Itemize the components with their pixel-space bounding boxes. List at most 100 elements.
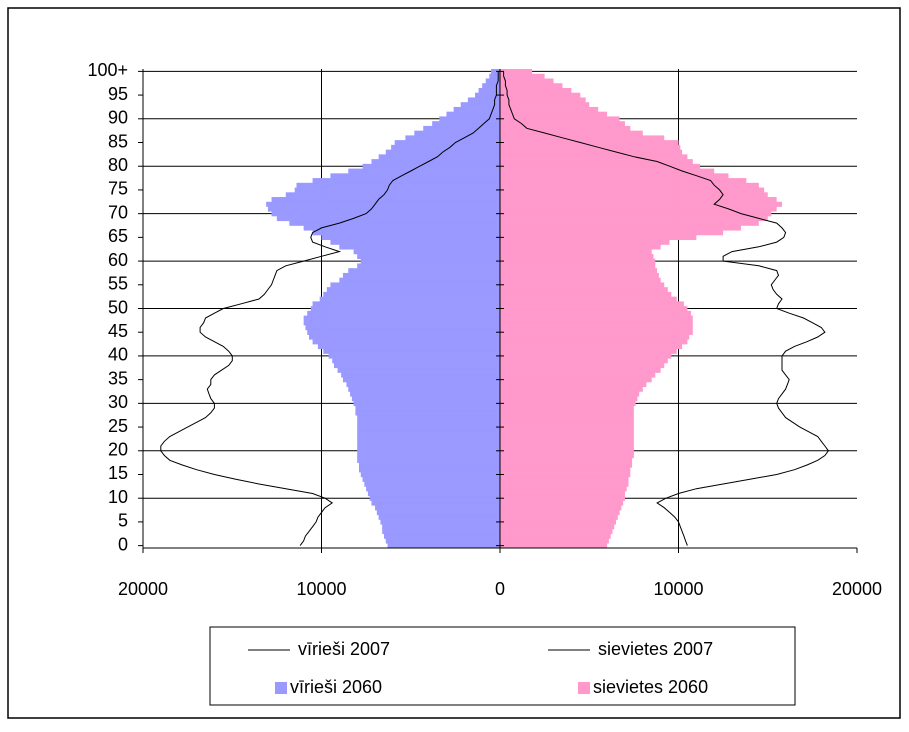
bar xyxy=(357,453,500,459)
bar xyxy=(500,140,679,146)
y-tick-label: 35 xyxy=(108,368,128,388)
bar xyxy=(500,187,765,193)
bar xyxy=(385,538,500,544)
bar xyxy=(500,462,633,468)
bar xyxy=(500,353,672,359)
y-tick-label: 95 xyxy=(108,84,128,104)
bar xyxy=(500,220,759,226)
bar xyxy=(500,106,599,112)
bar xyxy=(446,111,500,117)
bar xyxy=(500,514,618,520)
y-tick-label: 45 xyxy=(108,321,128,341)
bar xyxy=(271,197,500,203)
bar xyxy=(500,519,617,525)
y-tick-label: 100+ xyxy=(87,60,128,80)
bar xyxy=(326,287,500,293)
bar xyxy=(500,144,681,150)
bar xyxy=(414,130,500,136)
bar xyxy=(500,282,665,288)
bar xyxy=(423,125,500,131)
bar xyxy=(350,391,500,397)
bar xyxy=(467,97,500,103)
bar xyxy=(357,457,500,463)
bar xyxy=(500,211,772,217)
bar xyxy=(357,443,500,449)
bar xyxy=(339,244,500,250)
bar xyxy=(328,353,500,359)
y-tick-label: 60 xyxy=(108,250,128,270)
bar xyxy=(500,533,611,539)
bar xyxy=(485,78,500,84)
bar xyxy=(405,135,500,141)
bar xyxy=(366,486,500,492)
bar xyxy=(500,457,633,463)
legend-label: sievietes 2007 xyxy=(598,639,713,659)
bar xyxy=(500,182,759,188)
y-tick-label: 10 xyxy=(108,487,128,507)
bar xyxy=(376,510,500,516)
bar xyxy=(348,268,500,274)
bar xyxy=(491,69,500,75)
bar xyxy=(500,448,634,454)
bar xyxy=(312,301,500,307)
bar xyxy=(348,168,500,174)
bar xyxy=(500,78,554,84)
bar xyxy=(453,106,500,112)
bar xyxy=(369,495,500,501)
bar xyxy=(500,296,677,302)
bar xyxy=(500,130,643,136)
bar xyxy=(500,391,640,397)
bar xyxy=(500,287,668,293)
bar xyxy=(289,220,500,226)
legend: vīrieši 2007 sievietes 2007 vīrieši 2060 si… xyxy=(248,639,713,697)
y-tick-label: 30 xyxy=(108,392,128,412)
bar xyxy=(312,230,500,236)
legend-label: sievietes 2060 xyxy=(593,677,708,697)
bar xyxy=(500,315,693,321)
y-tick-label: 15 xyxy=(108,463,128,483)
bar xyxy=(357,448,500,454)
legend-label: vīrieši 2060 xyxy=(290,677,382,697)
bar xyxy=(500,111,608,117)
bar xyxy=(321,234,500,241)
y-tick-label: 70 xyxy=(108,202,128,222)
line-series xyxy=(503,71,830,546)
bar xyxy=(500,481,629,487)
bar xyxy=(500,234,697,241)
bar xyxy=(500,301,684,307)
bar xyxy=(266,201,500,207)
bar xyxy=(271,211,500,217)
bar xyxy=(500,230,724,236)
bar xyxy=(500,429,634,435)
bar xyxy=(500,524,615,530)
bar xyxy=(305,325,500,331)
bar xyxy=(500,538,609,544)
bar xyxy=(357,253,500,260)
x-tick-label: 20000 xyxy=(832,579,882,599)
bar xyxy=(333,363,500,369)
bar xyxy=(500,476,629,482)
y-tick-label: 25 xyxy=(108,416,128,436)
bar xyxy=(500,495,625,501)
y-tick-label: 85 xyxy=(108,131,128,151)
bar xyxy=(500,453,634,459)
bar xyxy=(364,481,500,487)
bar xyxy=(357,438,500,444)
x-tick-label: 0 xyxy=(495,579,505,599)
bar xyxy=(500,178,747,184)
bar xyxy=(330,282,500,288)
bar xyxy=(500,491,625,497)
bar xyxy=(500,329,693,335)
bar xyxy=(489,73,500,79)
bar xyxy=(500,510,620,516)
bar xyxy=(353,249,500,255)
bar xyxy=(382,529,500,535)
bar xyxy=(319,296,500,302)
bar xyxy=(339,277,500,283)
bar xyxy=(500,263,656,269)
bar xyxy=(475,92,500,98)
bar xyxy=(500,396,638,402)
bar xyxy=(500,344,683,350)
bar xyxy=(378,154,500,160)
bar xyxy=(387,543,500,549)
